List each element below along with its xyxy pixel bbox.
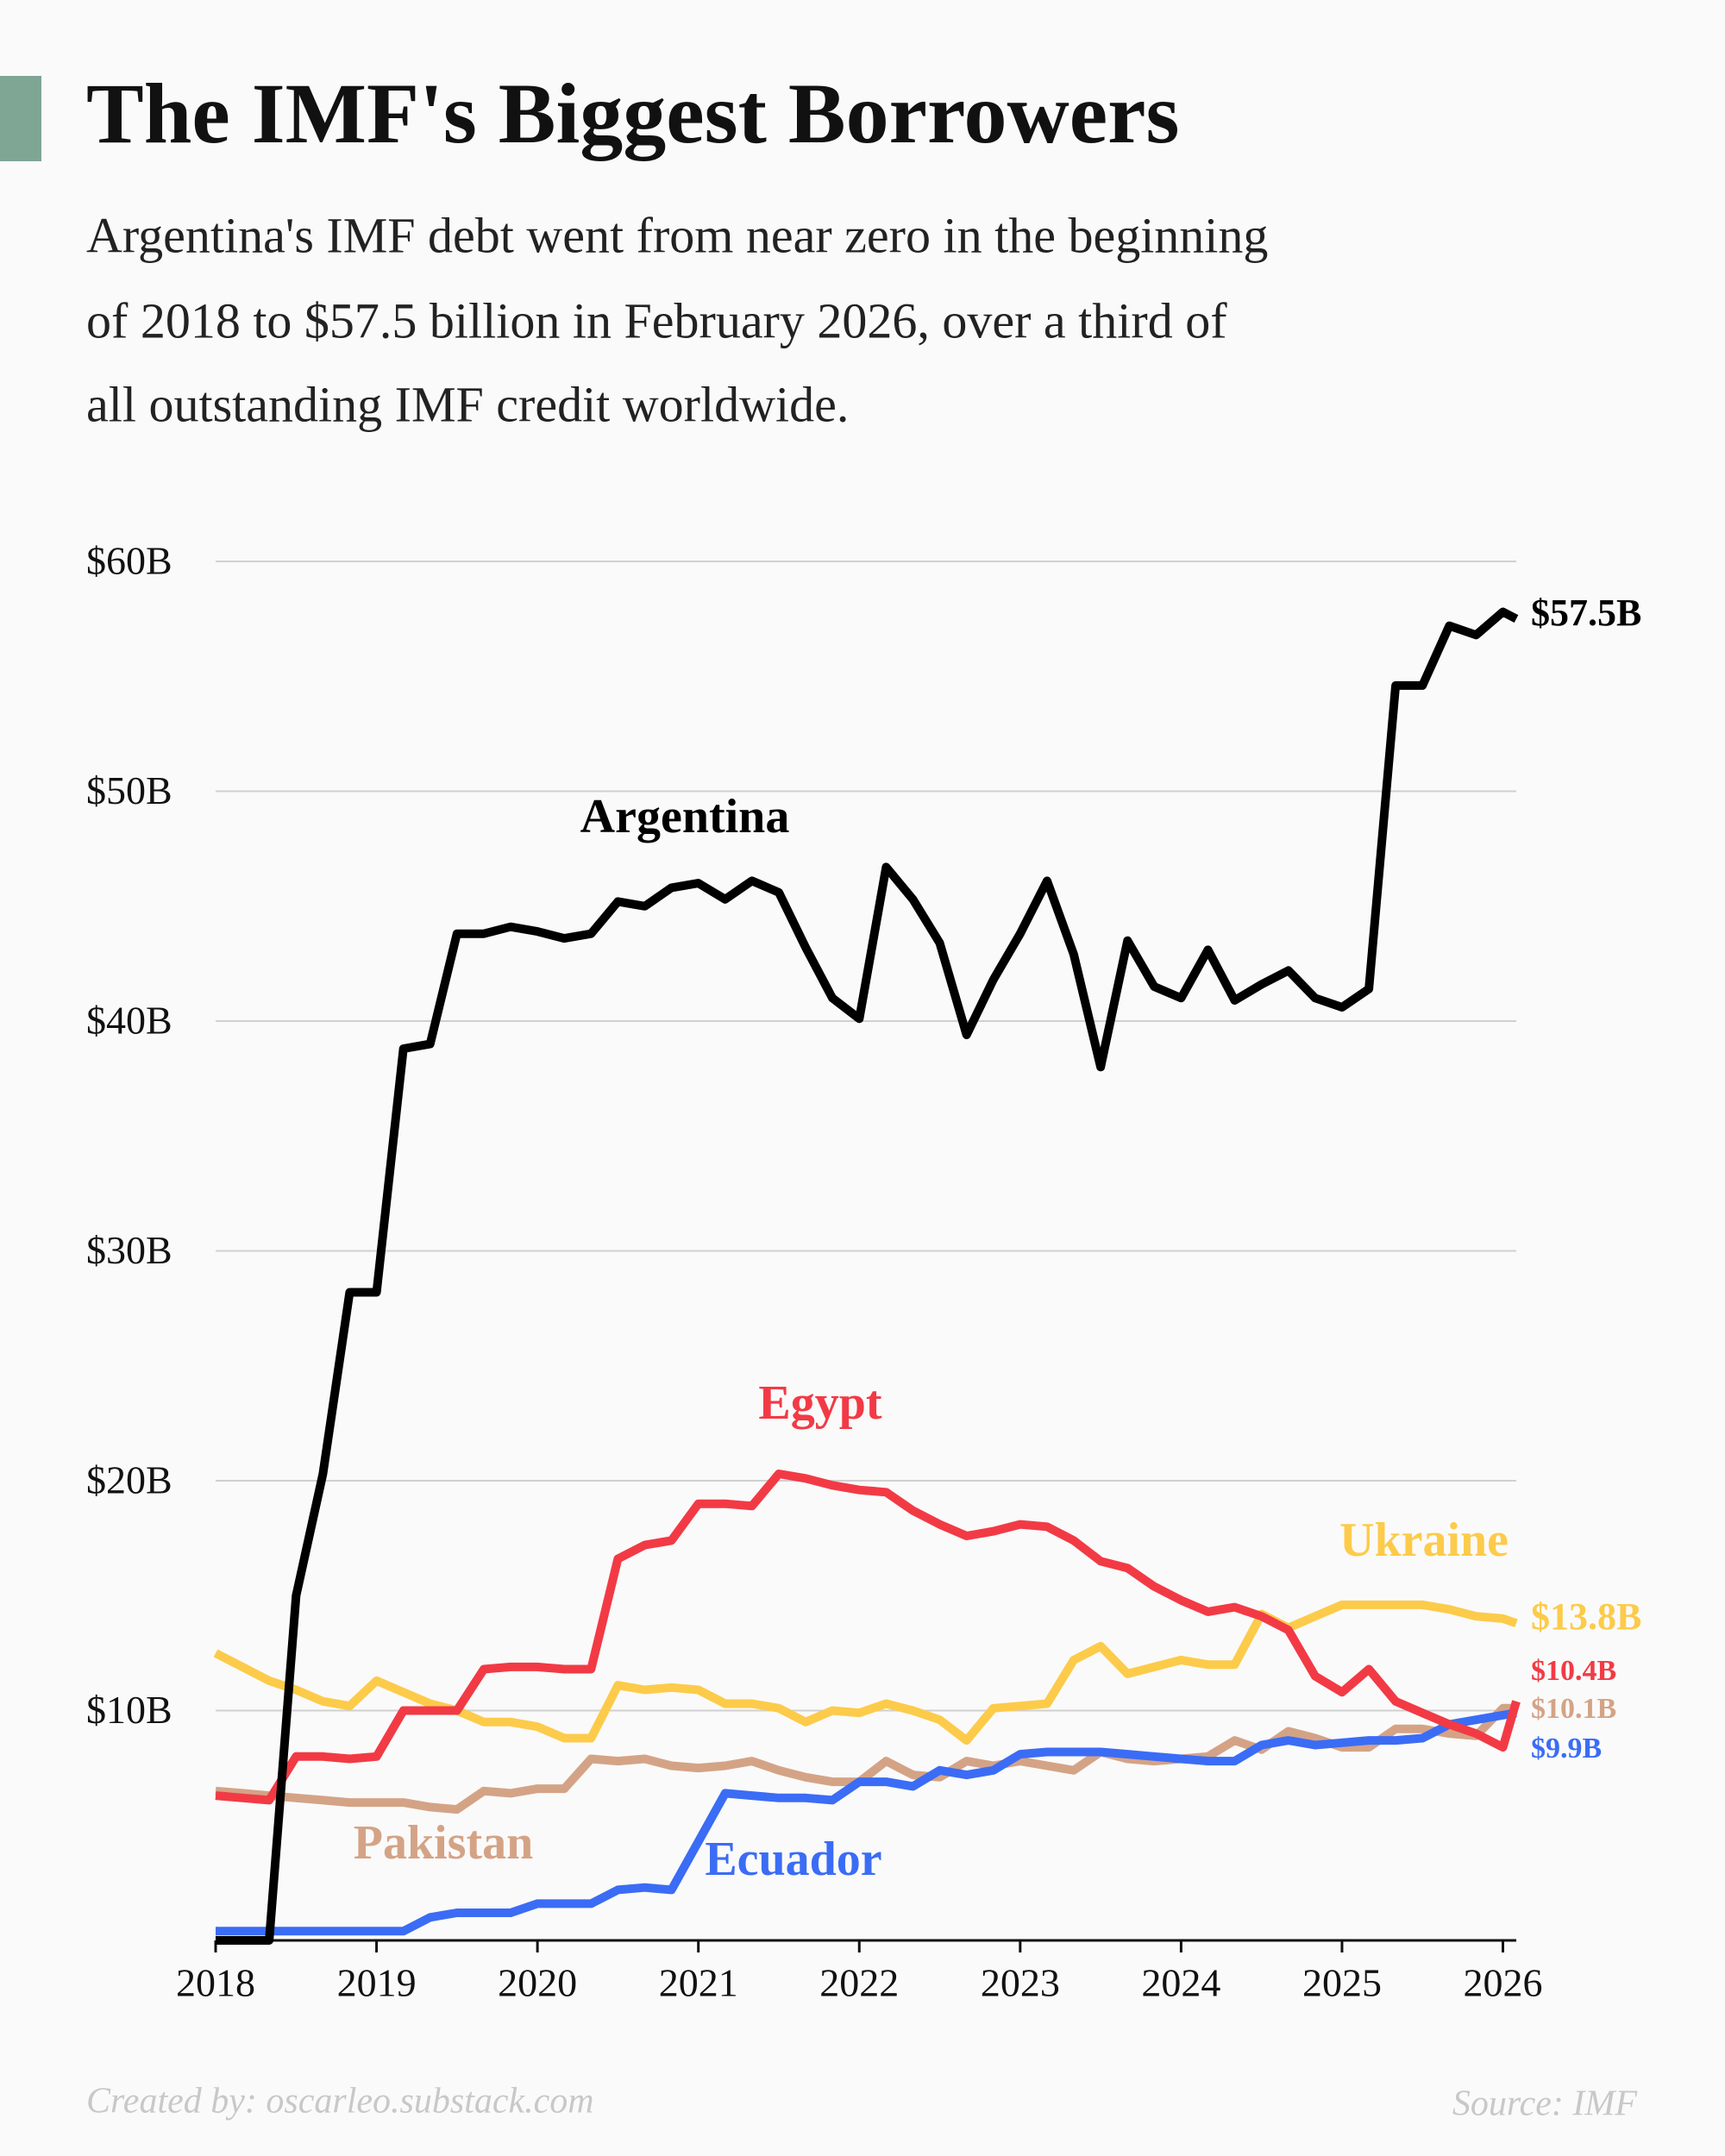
series-name: Ukraine [1339,1514,1509,1567]
y-tick-label: $20B [86,1458,172,1502]
x-tick-label: 2019 [337,1961,417,2005]
series-line [215,1703,1516,1814]
x-tick-label: 2018 [176,1961,255,2005]
x-tick-label: 2025 [1302,1961,1382,2005]
end-label: $9.9B [1531,1733,1602,1764]
chart-title: The IMF's Biggest Borrowers [86,66,1179,161]
series-name: Argentina [580,790,790,843]
subtitle-line: Argentina's IMF debt went from near zero… [86,207,1268,263]
end-label: $10.1B [1531,1693,1616,1725]
series-name: Pakistan [354,1816,534,1870]
y-tick-label: $30B [86,1228,172,1272]
credit: Created by: oscarleo.substack.com [86,2082,594,2122]
y-tick-label: $60B [86,539,172,583]
subtitle-line: of 2018 to $57.5 billion in February 202… [86,292,1227,348]
series-line [216,1708,1517,1936]
x-tick-label: 2022 [819,1961,899,2005]
end-label: $57.5B [1531,592,1641,634]
series-name: Egypt [758,1376,881,1430]
x-tick-label: 2020 [498,1961,577,2005]
y-tick-label: $10B [86,1688,172,1732]
subtitle-line: all outstanding IMF credit worldwide. [86,376,849,432]
series-line [215,1470,1521,1805]
x-tick-label: 2026 [1464,1961,1543,2005]
x-tick-label: 2021 [659,1961,738,2005]
series-line [213,1600,1518,1745]
x-tick-label: 2023 [981,1961,1060,2005]
end-label: $13.8B [1531,1595,1641,1638]
series-line [216,607,1519,1945]
y-tick-label: $50B [86,768,172,812]
series-name: Ecuador [705,1833,881,1886]
source: Source: IMF [1452,2084,1638,2124]
x-tick-label: 2024 [1141,1961,1220,2005]
y-tick-label: $40B [86,999,172,1043]
end-label: $10.4B [1531,1655,1616,1687]
title-accent [0,76,41,161]
